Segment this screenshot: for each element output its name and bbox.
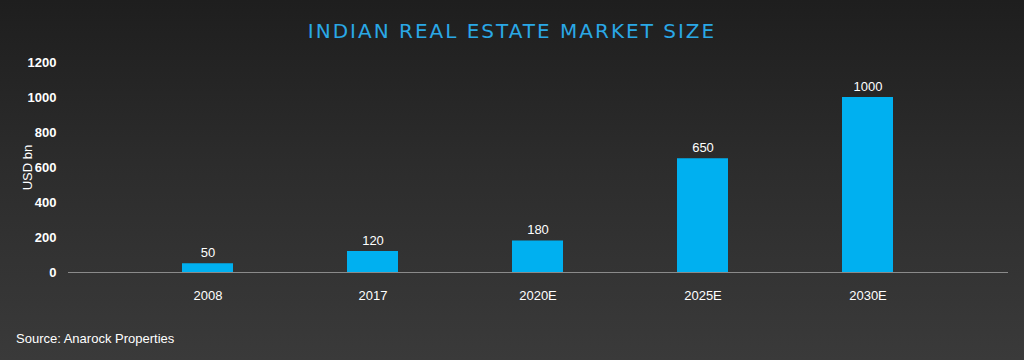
svg-text:50: 50 bbox=[201, 245, 215, 260]
svg-text:2025E: 2025E bbox=[684, 288, 722, 303]
svg-text:400: 400 bbox=[35, 195, 57, 210]
svg-text:1200: 1200 bbox=[28, 55, 57, 70]
svg-text:2020E: 2020E bbox=[519, 288, 557, 303]
svg-text:2008: 2008 bbox=[194, 288, 223, 303]
svg-text:600: 600 bbox=[35, 160, 57, 175]
html-text:Source: Anarock Properties: Source: Anarock Properties bbox=[16, 331, 175, 346]
svg-text:1000: 1000 bbox=[28, 90, 57, 105]
html-text:INDIAN REAL ESTATE MARKET SIZE: INDIAN REAL ESTATE MARKET SIZE bbox=[307, 19, 717, 43]
svg-text:USD bn: USD bn bbox=[20, 145, 35, 191]
svg-text:120: 120 bbox=[362, 233, 384, 248]
svg-text:800: 800 bbox=[35, 125, 57, 140]
svg-text:180: 180 bbox=[527, 222, 549, 237]
svg-text:650: 650 bbox=[692, 140, 714, 155]
svg-text:2030E: 2030E bbox=[849, 288, 887, 303]
svg-text:200: 200 bbox=[35, 230, 57, 245]
svg-text:0: 0 bbox=[49, 265, 56, 280]
svg-text:1000: 1000 bbox=[854, 79, 883, 94]
svg-text:2017: 2017 bbox=[359, 288, 388, 303]
